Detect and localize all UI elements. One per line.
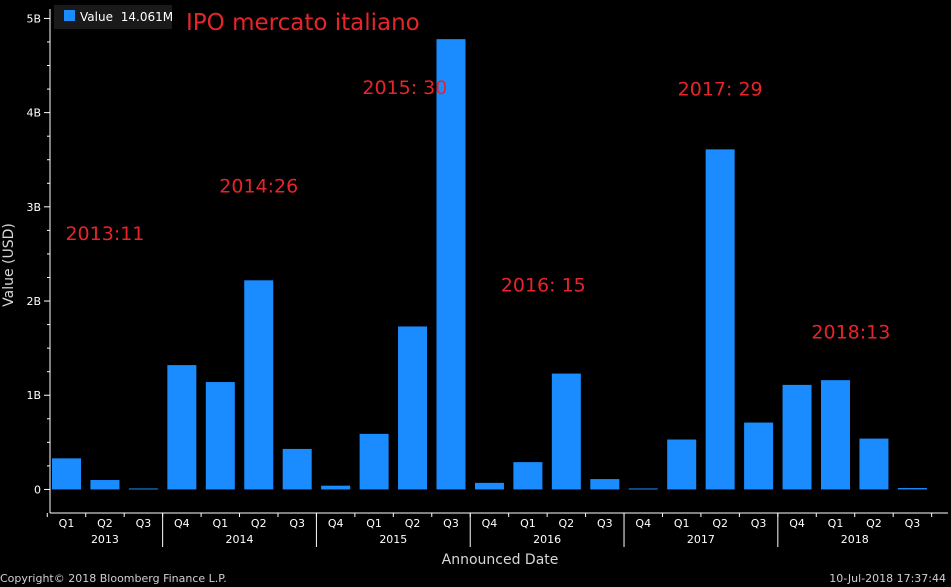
year-label: 2017: [687, 533, 715, 546]
legend-series-value: 14.061M: [121, 10, 173, 24]
bar: [474, 482, 504, 490]
bar: [551, 373, 581, 490]
year-label: 2014: [226, 533, 254, 546]
bar: [90, 480, 120, 490]
x-tick-label: Q1: [828, 517, 844, 530]
bar: [398, 326, 428, 490]
bar: [52, 458, 81, 490]
bar: [436, 39, 466, 490]
y-tick-label: 4B: [26, 107, 41, 120]
x-tick-label: Q2: [405, 517, 421, 530]
ipo-count-annotation: 2017: 29: [678, 79, 763, 101]
x-tick-label: Q1: [59, 517, 75, 530]
plot-area: 0 1B 2B 3B 4B 5B Q1 Q2 Q3 Q4 Q1 Q2 Q3 Q4 Q1 Q2 Q3 Q4 Q1 Q2 Q…: [26, 9, 948, 547]
legend-series-name: Value: [80, 10, 113, 24]
bar: [205, 382, 235, 490]
x-tick-label: Q2: [866, 517, 882, 530]
legend-swatch: [64, 10, 75, 21]
bar: [782, 384, 812, 490]
x-tick-label: Q2: [712, 517, 728, 530]
y-tick-label: 3B: [26, 201, 41, 214]
x-tick-label: Q1: [520, 517, 536, 530]
x-tick-label: Q1: [366, 517, 382, 530]
bar: [628, 488, 658, 490]
bar: [821, 380, 850, 490]
x-tick-label: Q1: [674, 517, 690, 530]
bar: [282, 448, 312, 490]
legend-label: Value 14.061M: [80, 10, 173, 24]
bar: [897, 488, 927, 490]
ipo-count-annotation: 2018:13: [811, 322, 890, 344]
x-tick-label: Q3: [751, 517, 767, 530]
x-tick-label: Q2: [97, 517, 113, 530]
x-tick-label: Q3: [443, 517, 459, 530]
year-label: 2013: [91, 533, 119, 546]
x-tick-label: Q4: [174, 517, 190, 530]
chart-title: IPO mercato italiano: [186, 10, 420, 36]
ipo-count-annotation: 2013:11: [65, 223, 144, 245]
bar: [128, 488, 158, 490]
x-tick-label: Q2: [251, 517, 267, 530]
y-tick-label: 2B: [26, 295, 41, 308]
timestamp-text: 10-Jul-2018 17:37:44: [829, 572, 946, 585]
bar: [859, 438, 889, 490]
x-tick-label: Q3: [289, 517, 305, 530]
bar: [590, 479, 620, 490]
ipo-count-annotation: 2015: 30: [362, 77, 447, 99]
y-axis-title: Value (USD): [1, 223, 17, 307]
bar: [167, 365, 197, 490]
bar: [667, 439, 697, 490]
x-tick-label: Q3: [905, 517, 921, 530]
y-tick-label: 5B: [26, 12, 41, 25]
bar: [705, 149, 735, 490]
bar: [244, 280, 274, 490]
ipo-count-annotation: 2014:26: [219, 176, 298, 198]
x-tick-label: Q4: [328, 517, 344, 530]
x-tick-label: Q4: [635, 517, 651, 530]
year-label: 2016: [533, 533, 561, 546]
y-tick-label: 1B: [26, 389, 41, 402]
x-tick-label: Q3: [136, 517, 152, 530]
x-tick-label: Q4: [789, 517, 805, 530]
x-tick-label: Q3: [597, 517, 613, 530]
x-axis-title: Announced Date: [442, 552, 559, 568]
x-tick-label: Q4: [482, 517, 498, 530]
bar: [359, 433, 389, 490]
year-label: 2018: [841, 533, 869, 546]
ipo-count-annotation: 2016: 15: [501, 275, 586, 297]
x-tick-label: Q1: [212, 517, 228, 530]
copyright-text: Copyright© 2018 Bloomberg Finance L.P.: [0, 572, 227, 585]
y-tick-label: 0: [34, 483, 41, 496]
year-label: 2015: [379, 533, 407, 546]
bar: [513, 462, 543, 490]
x-tick-label: Q2: [559, 517, 575, 530]
bar: [321, 485, 351, 490]
bar: [744, 422, 774, 490]
